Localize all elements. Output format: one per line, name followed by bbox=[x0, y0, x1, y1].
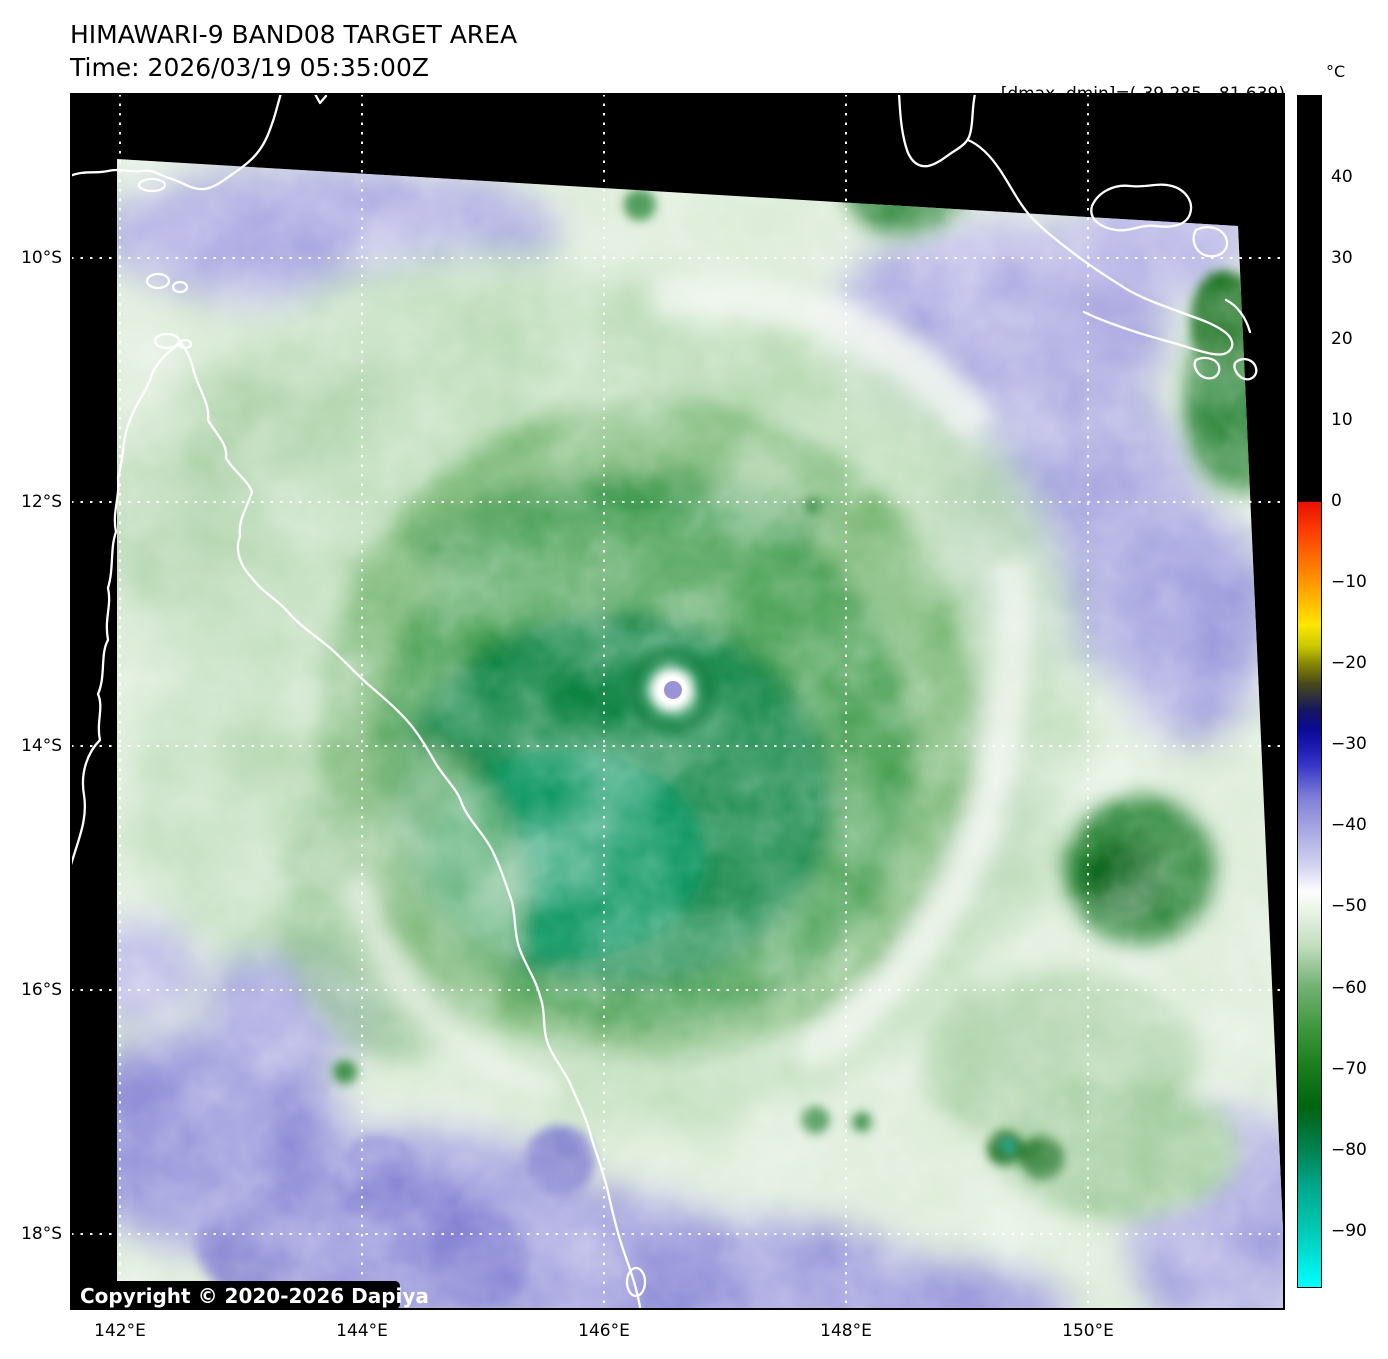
colorbar-tick-label: −50 bbox=[1331, 896, 1367, 917]
coastlines bbox=[68, 91, 1258, 1309]
colorbar-unit-label: °C bbox=[1326, 62, 1346, 81]
colorbar-tick-label: −80 bbox=[1331, 1139, 1367, 1160]
lat-tick-label: 14°S bbox=[21, 736, 62, 756]
lat-tick-label: 18°S bbox=[21, 1224, 62, 1244]
colorbar bbox=[1297, 95, 1322, 1288]
lat-tick-label: 10°S bbox=[21, 248, 62, 268]
lon-tick-label: 150°E bbox=[1062, 1321, 1114, 1341]
colorbar-tick-label: 0 bbox=[1331, 491, 1342, 512]
colorbar-tick-label: −90 bbox=[1331, 1220, 1367, 1241]
satellite-image: Copyright © 2020-2026 Dapiya bbox=[68, 91, 1285, 1310]
lon-tick-label: 144°E bbox=[336, 1321, 388, 1341]
time-label: Time: 2026/03/19 05:35:00Z bbox=[70, 53, 429, 82]
colorbar-tick-label: −20 bbox=[1331, 653, 1367, 674]
lat-tick-label: 12°S bbox=[21, 492, 62, 512]
colorbar-tick-label: 30 bbox=[1331, 248, 1353, 269]
lon-tick-label: 148°E bbox=[820, 1321, 872, 1341]
map-frame bbox=[70, 93, 1285, 1310]
lon-tick-label: 142°E bbox=[94, 1321, 146, 1341]
colorbar-tick-label: 20 bbox=[1331, 329, 1353, 350]
satellite-map: Copyright © 2020-2026 Dapiya bbox=[68, 91, 1285, 1310]
lon-tick-label: 146°E bbox=[578, 1321, 630, 1341]
lat-tick-label: 16°S bbox=[21, 980, 62, 1000]
colorbar-tick-label: 40 bbox=[1331, 167, 1353, 187]
copyright-badge: Copyright © 2020-2026 Dapiya bbox=[70, 1281, 429, 1309]
colorbar-tick-label: −60 bbox=[1331, 977, 1367, 998]
colorbar-tick-label: 10 bbox=[1331, 410, 1353, 431]
colorbar-tick-label: −10 bbox=[1331, 572, 1367, 593]
data-swath bbox=[117, 159, 1284, 1308]
colorbar-tick-label: −30 bbox=[1331, 734, 1367, 755]
page-title: HIMAWARI-9 BAND08 TARGET AREA bbox=[70, 20, 518, 49]
colorbar-tick-label: −70 bbox=[1331, 1058, 1367, 1079]
storm-eye bbox=[627, 645, 717, 735]
copyright-label: Copyright © 2020-2026 Dapiya bbox=[80, 1284, 429, 1308]
colorbar-tick-label: −40 bbox=[1331, 815, 1367, 836]
